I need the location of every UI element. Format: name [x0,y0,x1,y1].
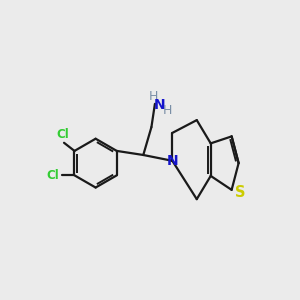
Text: N: N [167,154,178,168]
Text: Cl: Cl [56,128,69,141]
Text: Cl: Cl [46,169,59,182]
Text: S: S [235,185,246,200]
Text: H: H [163,104,172,117]
Text: H: H [149,90,158,103]
Text: N: N [153,98,165,112]
